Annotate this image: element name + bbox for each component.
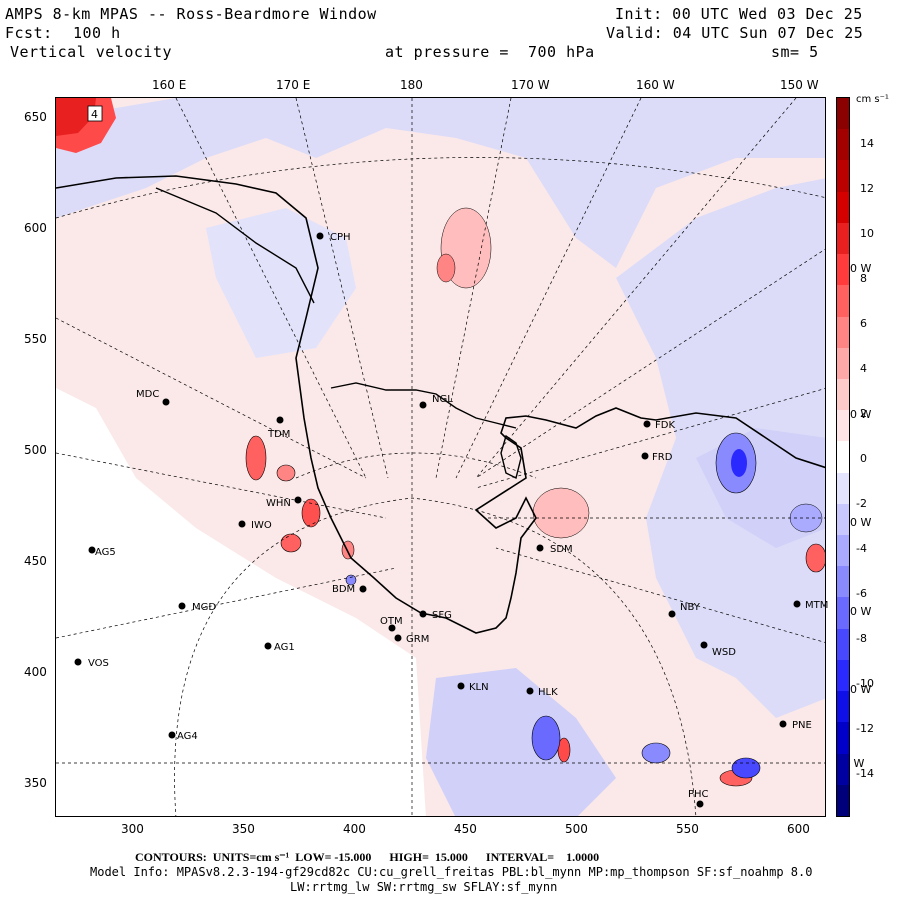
colorbar-label: 12	[860, 182, 874, 195]
colorbar-label: 10	[860, 227, 874, 240]
top-tick: 160 W	[636, 78, 675, 92]
left-tick: 500	[24, 443, 47, 457]
coastline	[500, 434, 522, 480]
bottom-tick: 400	[343, 822, 366, 836]
bottom-tick: 500	[565, 822, 588, 836]
colorbar-swatch	[837, 753, 849, 786]
top-tick: 180	[400, 78, 423, 92]
colorbar-swatch	[837, 628, 849, 661]
negative-cell	[731, 449, 747, 477]
colorbar	[836, 97, 850, 817]
contours-info: CONTOURS: UNITS=cm s⁻¹ LOW= -15.000 HIGH…	[135, 850, 600, 864]
colorbar-swatch	[837, 535, 849, 567]
colorbar-swatch	[837, 472, 849, 505]
coastline	[330, 382, 517, 429]
colorbar-swatch	[837, 566, 849, 598]
negative-cell	[345, 574, 357, 586]
valid-time: Valid: 04 UTC Sun 07 Dec 25	[606, 24, 864, 42]
contour-box-label: 4	[91, 108, 98, 121]
positive-cell	[276, 464, 296, 482]
positive-cell	[245, 435, 267, 481]
coastline	[155, 187, 315, 304]
colorbar-swatch	[837, 285, 849, 317]
colorbar-swatch	[837, 691, 849, 723]
positive-cell	[436, 253, 456, 283]
bottom-tick: 600	[787, 822, 810, 836]
positive-cell	[280, 533, 302, 553]
map-panel: 4	[55, 97, 826, 817]
colorbar-swatch	[837, 316, 849, 349]
left-tick: 650	[24, 110, 47, 124]
colorbar-label: 4	[860, 362, 867, 375]
map-title: AMPS 8-km MPAS -- Ross-Beardmore Window	[5, 5, 377, 23]
top-tick: 160 E	[152, 78, 187, 92]
colorbar-swatch	[837, 722, 849, 755]
negative-cell	[731, 757, 761, 779]
negative-region	[56, 98, 825, 268]
colorbar-swatch	[837, 441, 849, 474]
map-svg: 4	[56, 98, 825, 816]
left-tick: 350	[24, 776, 47, 790]
field-name: Vertical velocity	[10, 43, 173, 61]
colorbar-swatch	[837, 410, 849, 442]
colorbar-swatch	[837, 222, 849, 255]
left-tick: 550	[24, 332, 47, 346]
colorbar-swatch	[837, 129, 849, 161]
bottom-tick: 450	[454, 822, 477, 836]
colorbar-label: -14	[856, 767, 874, 780]
colorbar-swatch	[837, 597, 849, 630]
colorbar-swatch	[837, 659, 849, 692]
colorbar-swatch	[837, 784, 849, 817]
top-tick: 170 E	[276, 78, 311, 92]
model-info-physics: LW:rrtmg_lw SW:rrtmg_sw SFLAY:sf_mynn	[290, 880, 558, 894]
negative-region	[426, 668, 616, 816]
graticule	[56, 98, 825, 816]
colorbar-label: -12	[856, 722, 874, 735]
model-info: Model Info: MPASv8.2.3-194-gf29cd82c CU:…	[90, 865, 813, 879]
top-tick: 150 W	[780, 78, 819, 92]
contour-box	[87, 105, 103, 122]
colorbar-label: 2	[860, 407, 867, 420]
positive-cell	[805, 543, 825, 573]
init-time: Init: 00 UTC Wed 03 Dec 25	[615, 5, 863, 23]
positive-cell	[532, 487, 590, 539]
forecast-label: Fcst:	[5, 24, 53, 42]
colorbar-label: 8	[860, 272, 867, 285]
colorbar-units: cm s⁻¹	[856, 94, 889, 105]
bottom-tick: 300	[121, 822, 144, 836]
coastline	[56, 175, 825, 634]
colorbar-swatch	[837, 503, 849, 536]
negative-cell	[641, 742, 671, 764]
left-tick: 600	[24, 221, 47, 235]
colorbar-swatch	[837, 98, 849, 130]
smoothing: sm= 5	[771, 43, 819, 61]
pressure-level: at pressure = 700 hPa	[385, 43, 595, 61]
colorbar-label: -2	[856, 497, 867, 510]
colorbar-label: 14	[860, 137, 874, 150]
left-tick: 400	[24, 665, 47, 679]
bottom-tick: 550	[676, 822, 699, 836]
colorbar-label: 0	[860, 452, 867, 465]
no-data-region	[56, 388, 426, 816]
top-tick: 170 W	[511, 78, 550, 92]
strong-positive-cell	[56, 98, 96, 136]
negative-cell	[531, 715, 561, 761]
colorbar-label: 6	[860, 317, 867, 330]
colorbar-label: -4	[856, 542, 867, 555]
forecast-hours: 100 h	[73, 24, 121, 42]
colorbar-label: -8	[856, 632, 867, 645]
negative-region	[206, 208, 356, 358]
colorbar-label: -10	[856, 677, 874, 690]
left-tick: 450	[24, 554, 47, 568]
colorbar-swatch	[837, 347, 849, 380]
colorbar-swatch	[837, 378, 849, 411]
colorbar-swatch	[837, 191, 849, 224]
colorbar-swatch	[837, 254, 849, 286]
positive-cell	[301, 498, 321, 528]
colorbar-label: -6	[856, 587, 867, 600]
bottom-tick: 350	[232, 822, 255, 836]
colorbar-swatch	[837, 160, 849, 193]
